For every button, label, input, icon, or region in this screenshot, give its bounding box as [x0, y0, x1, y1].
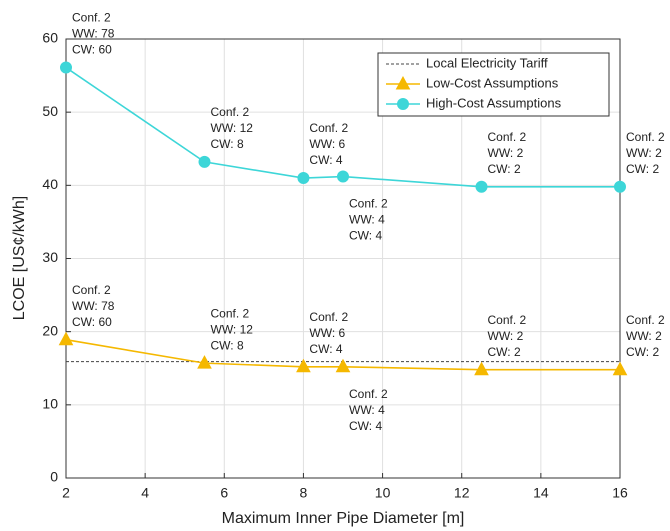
x-tick-label: 10	[375, 485, 391, 501]
point-annotation: CW: 2	[488, 345, 521, 359]
point-annotation: Conf. 2	[309, 310, 348, 324]
y-axis-label: LCOE [US¢/kWh]	[11, 196, 28, 320]
point-annotation: Conf. 2	[488, 313, 527, 327]
x-tick-label: 2	[62, 485, 70, 501]
x-tick-label: 4	[141, 485, 149, 501]
point-annotation: Conf. 2	[309, 121, 348, 135]
point-annotation: CW: 4	[309, 342, 342, 356]
point-annotation: WW: 2	[626, 146, 662, 160]
data-point	[60, 61, 72, 74]
x-tick-label: 6	[220, 485, 228, 501]
legend-label: Low-Cost Assumptions	[426, 75, 559, 90]
point-annotation: Conf. 2	[626, 313, 665, 327]
x-tick-label: 16	[612, 485, 628, 501]
point-annotation: CW: 4	[309, 153, 342, 167]
x-tick-label: 14	[533, 485, 549, 501]
point-annotation: CW: 2	[626, 162, 659, 176]
x-axis-label: Maximum Inner Pipe Diameter [m]	[222, 510, 465, 527]
point-annotation: Conf. 2	[626, 130, 665, 144]
legend-marker	[397, 98, 409, 110]
point-annotation: CW: 60	[72, 43, 112, 57]
point-annotation: WW: 12	[211, 322, 254, 336]
point-annotation: CW: 2	[626, 345, 659, 359]
series-line	[65, 66, 620, 188]
point-annotation: Conf. 2	[349, 197, 388, 211]
point-annotation: WW: 6	[309, 326, 345, 340]
x-tick-label: 12	[454, 485, 470, 501]
y-tick-label: 10	[42, 396, 58, 412]
data-point	[337, 170, 349, 183]
point-annotation: Conf. 2	[488, 130, 527, 144]
point-annotation: WW: 4	[349, 213, 385, 227]
point-annotation: WW: 2	[488, 329, 524, 343]
data-point	[612, 361, 628, 376]
point-annotation: WW: 78	[72, 27, 115, 41]
data-point	[198, 155, 211, 168]
point-annotation: WW: 2	[626, 329, 662, 343]
data-point	[297, 172, 310, 185]
data-point	[614, 180, 626, 193]
data-point	[58, 331, 74, 346]
data-point	[474, 361, 489, 376]
legend-label: High-Cost Assumptions	[426, 95, 562, 110]
data-point	[335, 358, 351, 373]
x-tick-label: 8	[300, 485, 308, 501]
point-annotation: Conf. 2	[211, 105, 250, 119]
point-annotation: CW: 8	[211, 137, 244, 151]
point-annotation: Conf. 2	[349, 387, 388, 401]
point-annotation: Conf. 2	[211, 306, 250, 320]
point-annotation: WW: 6	[309, 137, 345, 151]
point-annotation: WW: 12	[211, 121, 254, 135]
point-annotation: WW: 4	[349, 403, 385, 417]
y-tick-label: 20	[42, 322, 58, 338]
point-annotation: WW: 2	[488, 146, 524, 160]
point-annotation: WW: 78	[72, 299, 115, 313]
data-point	[475, 180, 488, 193]
legend-marker	[395, 75, 411, 90]
legend-label: Local Electricity Tariff	[426, 55, 548, 70]
series-line	[65, 338, 620, 371]
y-tick-label: 60	[42, 30, 58, 46]
y-tick-label: 40	[42, 176, 58, 192]
point-annotation: CW: 4	[349, 419, 382, 433]
y-tick-label: 50	[42, 103, 58, 119]
data-point	[296, 358, 311, 373]
point-annotation: CW: 2	[488, 162, 521, 176]
point-annotation: Conf. 2	[72, 283, 111, 297]
point-annotation: Conf. 2	[72, 11, 111, 25]
data-point	[197, 355, 212, 369]
y-tick-label: 30	[42, 249, 58, 265]
point-annotation: CW: 8	[211, 338, 244, 352]
point-annotation: CW: 60	[72, 315, 112, 329]
point-annotation: CW: 4	[349, 229, 382, 243]
plot-frame	[65, 38, 621, 479]
y-tick-label: 0	[50, 469, 58, 485]
